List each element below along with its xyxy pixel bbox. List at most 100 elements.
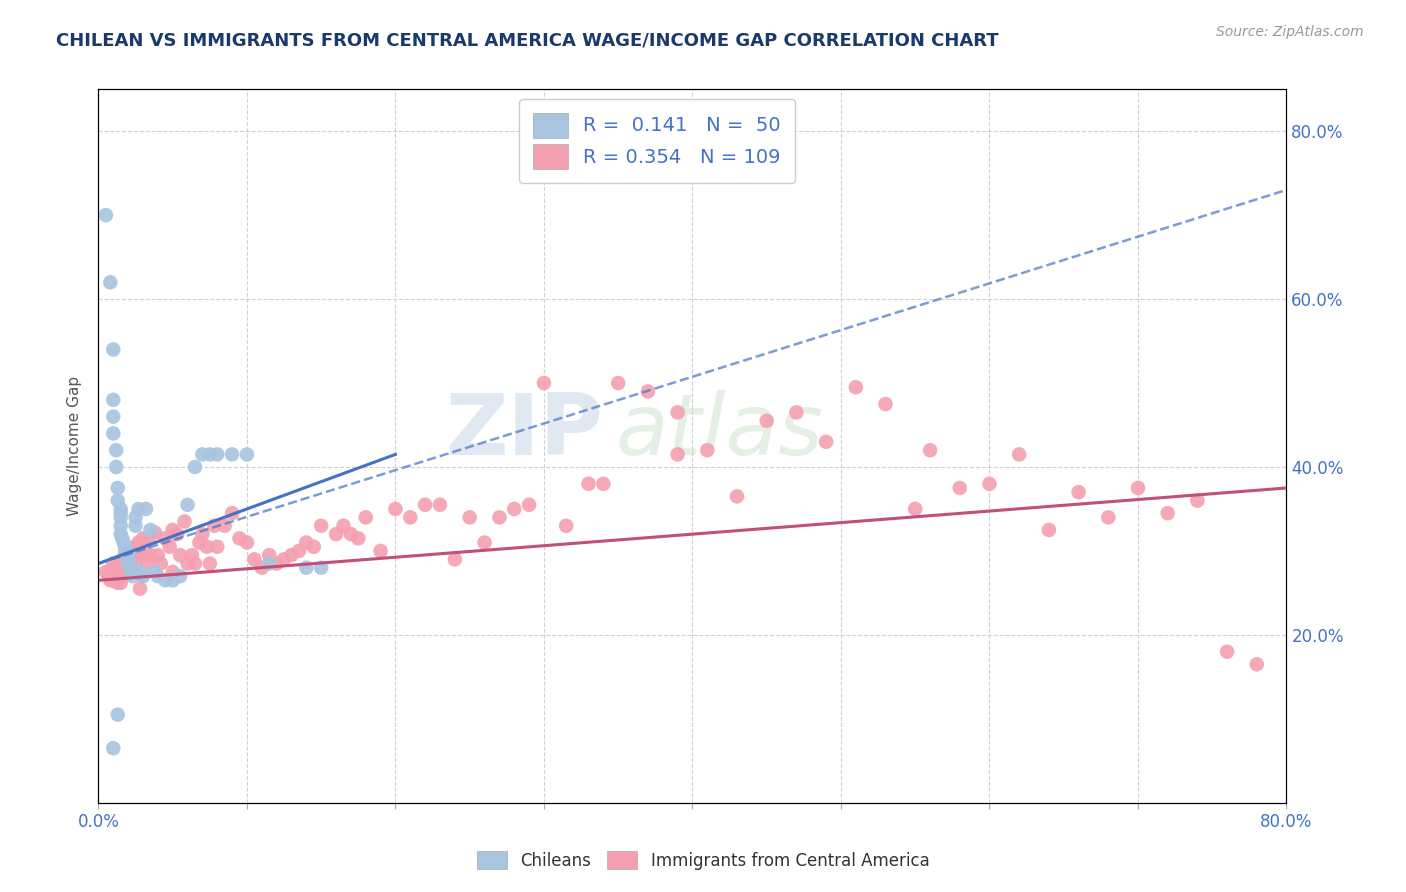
Point [146,548,169,562]
Point [162,523,184,537]
Point [181,548,204,562]
Point [132,569,155,583]
Point [169,569,191,583]
Point [105,460,128,475]
Legend: Chileans, Immigrants from Central America: Chileans, Immigrants from Central Americ… [470,845,936,877]
Point [555,518,578,533]
Point [132,540,155,554]
Point [280,548,302,562]
Text: Source: ZipAtlas.com: Source: ZipAtlas.com [1216,25,1364,39]
Point [139,529,162,543]
Point [103,343,125,357]
Point [785,405,807,419]
Point [443,552,465,566]
Point [110,527,132,541]
Point [114,562,136,576]
Point [105,560,128,574]
Text: atlas: atlas [616,390,824,474]
Point [191,447,214,461]
Point [488,510,510,524]
Point [117,552,139,566]
Point [112,535,135,549]
Point [202,518,225,533]
Point [1187,493,1209,508]
Point [121,569,143,583]
Point [135,502,157,516]
Point [340,527,363,541]
Point [875,397,897,411]
Point [295,560,318,574]
Point [221,506,243,520]
Point [214,518,236,533]
Point [107,707,129,722]
Point [474,535,496,549]
Point [159,540,181,554]
Point [533,376,555,390]
Point [139,523,162,537]
Point [325,527,347,541]
Point [302,540,325,554]
Point [162,565,184,579]
Point [399,510,422,524]
Point [1008,447,1031,461]
Point [195,540,218,554]
Point [110,557,132,571]
Point [105,443,128,458]
Point [666,447,689,461]
Point [166,527,188,541]
Point [920,443,942,458]
Point [132,532,155,546]
Point [120,565,142,579]
Point [1246,657,1268,672]
Point [173,515,195,529]
Point [107,481,129,495]
Point [110,506,132,520]
Point [103,392,125,407]
Point [107,575,129,590]
Point [845,380,868,394]
Point [110,569,132,583]
Point [139,548,162,562]
Point [129,582,152,596]
Point [94,208,117,222]
Point [696,443,718,458]
Point [112,550,135,565]
Point [176,557,198,571]
Point [288,544,311,558]
Point [815,434,838,449]
Text: ZIP: ZIP [446,390,603,474]
Point [132,569,155,583]
Point [136,557,159,571]
Point [1126,481,1149,495]
Point [188,535,211,549]
Point [128,502,150,516]
Point [107,569,129,583]
Point [135,548,157,562]
Point [184,460,207,475]
Point [236,447,259,461]
Point [107,493,129,508]
Point [176,498,198,512]
Point [250,560,273,574]
Point [110,575,132,590]
Point [413,498,436,512]
Point [114,540,136,554]
Point [458,510,481,524]
Point [117,548,139,562]
Point [162,574,184,588]
Point [103,741,125,756]
Point [146,569,169,583]
Text: CHILEAN VS IMMIGRANTS FROM CENTRAL AMERICA WAGE/INCOME GAP CORRELATION CHART: CHILEAN VS IMMIGRANTS FROM CENTRAL AMERI… [56,31,998,49]
Point [309,560,332,574]
Point [155,532,177,546]
Point [169,548,191,562]
Point [755,414,778,428]
Point [103,574,125,588]
Point [129,565,152,579]
Point [124,548,146,562]
Point [429,498,451,512]
Legend: R =  0.141   N =  50, R = 0.354   N = 109: R = 0.141 N = 50, R = 0.354 N = 109 [519,99,794,183]
Point [578,476,600,491]
Point [1097,510,1119,524]
Point [124,510,146,524]
